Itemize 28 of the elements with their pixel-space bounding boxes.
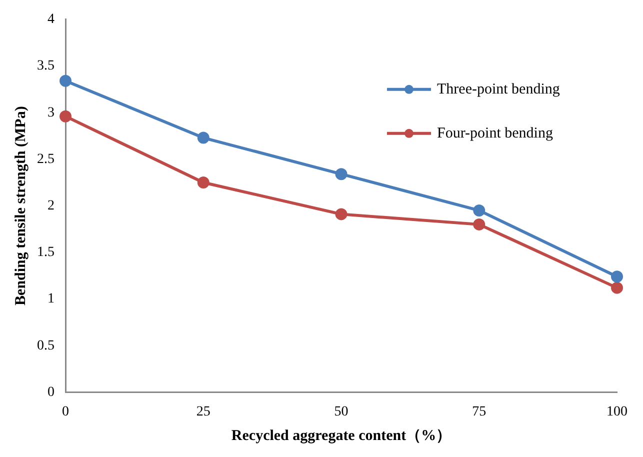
y-tick-label: 2.5 xyxy=(37,152,54,167)
x-tick-label: 0 xyxy=(62,404,69,420)
y-tick-label: 1.5 xyxy=(37,245,54,260)
y-tick-label: 3.5 xyxy=(37,58,54,74)
point xyxy=(60,110,72,122)
y-tick-label: 2 xyxy=(48,198,54,214)
x-tick-label: 75 xyxy=(472,404,486,420)
y-tick-label: 4 xyxy=(48,12,54,28)
point xyxy=(335,168,348,180)
point xyxy=(473,218,486,230)
point xyxy=(473,204,486,216)
y-tick-label: 0.5 xyxy=(37,338,54,354)
y-tick-label: 3 xyxy=(48,105,54,120)
point xyxy=(197,176,210,188)
legend-label: Three-point bending xyxy=(437,81,560,98)
x-axis-title: Recycled aggregate content（%） xyxy=(231,428,452,444)
x-tick-label: 50 xyxy=(334,404,348,420)
point xyxy=(60,74,72,87)
legend-label: Four-point bending xyxy=(437,125,554,142)
y-tick-label: 0 xyxy=(48,384,54,400)
point xyxy=(197,132,210,144)
point xyxy=(611,270,623,283)
point xyxy=(335,208,348,220)
y-tick-label: 1 xyxy=(48,292,54,307)
point xyxy=(611,282,623,294)
y-axis-title: Bending tensile strength (MPa) xyxy=(12,106,29,306)
x-tick-label: 100 xyxy=(606,404,628,420)
x-tick-label: 25 xyxy=(196,404,210,420)
